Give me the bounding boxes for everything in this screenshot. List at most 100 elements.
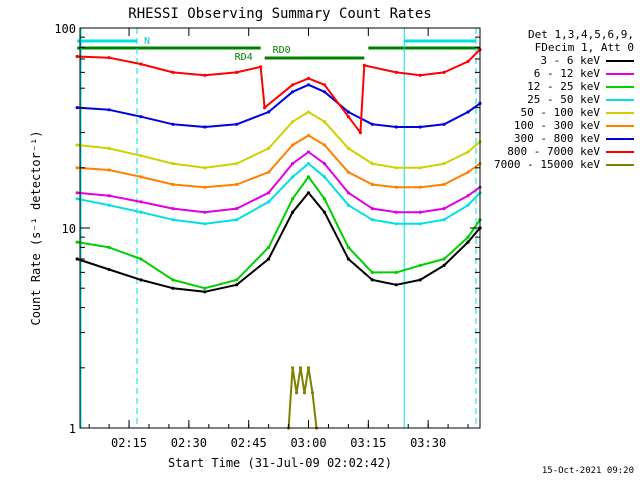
data-point (107, 108, 111, 112)
data-point (418, 125, 422, 129)
y-tick-label: 100 (54, 22, 76, 36)
legend-label: 6 - 12 keV (533, 67, 600, 80)
data-point (267, 245, 271, 249)
legend-entry: 100 - 300 keV (484, 119, 634, 132)
data-point (322, 175, 327, 179)
data-point (346, 110, 350, 114)
series-5 (75, 133, 482, 189)
data-point (171, 286, 175, 290)
data-point (442, 70, 446, 74)
data-point (394, 283, 398, 287)
x-tick-label: 03:15 (350, 436, 386, 450)
annotation-rd0: RD0 (273, 45, 291, 56)
data-point (306, 76, 311, 80)
data-point (139, 278, 143, 282)
chart-title: RHESSI Observing Summary Count Rates (128, 6, 431, 22)
data-point (291, 366, 295, 370)
data-point (203, 73, 207, 77)
legend-swatch (606, 98, 634, 101)
data-point (370, 122, 374, 126)
data-point (442, 263, 446, 267)
data-point (466, 170, 470, 174)
data-point (139, 257, 143, 261)
series-line-3 (77, 162, 481, 225)
data-point (291, 83, 295, 87)
data-point (322, 120, 327, 124)
data-point (291, 175, 295, 179)
data-point (139, 154, 143, 158)
data-point (306, 150, 311, 154)
data-point (306, 191, 311, 195)
data-point (171, 278, 175, 282)
data-point (235, 70, 239, 74)
data-point (171, 182, 175, 187)
legend-entry: 50 - 100 keV (484, 106, 634, 119)
legend-entries: 3 - 6 keV 6 - 12 keV 12 - 25 keV 25 - 50 ke… (484, 54, 634, 171)
data-point (267, 191, 271, 195)
data-point (171, 162, 175, 166)
data-point (298, 366, 303, 370)
data-point (394, 222, 398, 226)
data-point (171, 70, 175, 74)
data-point (394, 125, 398, 129)
data-point (171, 122, 175, 126)
data-point (394, 210, 398, 214)
data-point (75, 240, 79, 244)
data-point (235, 283, 239, 287)
legend-swatch (606, 72, 634, 75)
data-point (139, 175, 143, 179)
data-point (322, 143, 327, 147)
series-0 (75, 191, 482, 294)
x-axis-label: Start Time (31-Jul-09 02:02:42) (168, 456, 392, 470)
data-point (203, 166, 207, 170)
series-line-7 (77, 48, 481, 134)
data-point (302, 391, 307, 395)
legend: Det 1,3,4,5,6,9, FDecim 1, Att 0 3 - 6 k… (484, 28, 634, 171)
data-point (370, 218, 374, 222)
data-point (394, 166, 398, 170)
data-point (346, 115, 350, 119)
data-point (75, 257, 79, 261)
data-point (346, 245, 350, 249)
data-point (442, 162, 446, 166)
data-point (306, 175, 311, 179)
data-point (418, 222, 422, 226)
series-6 (75, 83, 482, 129)
data-point (107, 203, 111, 207)
data-point (107, 56, 111, 60)
legend-swatch (606, 59, 634, 62)
data-point (291, 210, 295, 214)
data-point (466, 235, 470, 239)
annotation-rd4: RD4 (235, 52, 253, 63)
data-point (442, 218, 446, 222)
data-point (418, 278, 422, 282)
data-point (322, 83, 327, 87)
legend-entry: 25 - 50 keV (484, 93, 634, 106)
x-tick-label: 03:30 (410, 436, 446, 450)
plot-frame (79, 27, 481, 429)
data-point (394, 70, 398, 74)
legend-entry: 7000 - 15000 keV (484, 158, 634, 171)
series-line-2 (77, 175, 481, 290)
series-3 (75, 162, 482, 226)
data-point (259, 65, 263, 69)
data-point (235, 218, 239, 222)
y-axis-label: Count Rate (s⁻¹ detector⁻¹) (29, 130, 43, 325)
data-point (203, 185, 207, 189)
data-point (322, 90, 327, 94)
data-point (370, 207, 374, 211)
legend-label: 7000 - 15000 keV (494, 158, 600, 171)
data-point (107, 267, 111, 272)
data-point (418, 185, 422, 189)
data-point (75, 106, 79, 110)
legend-entry: 800 - 7000 keV (484, 145, 634, 158)
annotations: N RD4 RD0 (144, 36, 291, 63)
legend-entry: 300 - 800 keV (484, 132, 634, 145)
data-point (466, 59, 470, 64)
y-tick-label: 1 (69, 422, 76, 436)
legend-label: 300 - 800 keV (513, 132, 600, 145)
data-point (75, 54, 79, 59)
timestamp: 15-Oct-2021 09:20 (541, 466, 634, 476)
legend-label: 50 - 100 keV (520, 106, 600, 119)
x-tick-label: 02:30 (171, 436, 207, 450)
